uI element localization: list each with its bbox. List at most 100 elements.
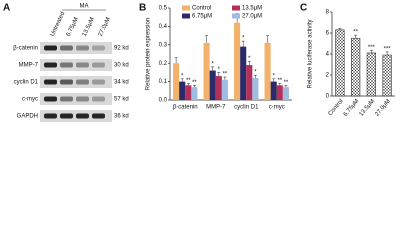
y-tick-label: 4 (326, 52, 330, 58)
bar (234, 22, 241, 100)
bar (276, 85, 283, 100)
row-label: MMP-7 (19, 63, 39, 69)
lane-label: Untreated (50, 11, 67, 37)
blot-strip (40, 59, 112, 71)
significance: * (218, 67, 221, 73)
y-tick-label: 2 (326, 73, 330, 79)
bar (264, 42, 271, 100)
significance: ** (223, 72, 228, 78)
blot-band (44, 113, 57, 119)
x-tick-label: 27.0μM (374, 98, 392, 117)
bar (270, 81, 277, 100)
y-tick-label: 0.1 (159, 79, 168, 85)
significance: ** (192, 80, 197, 86)
bar (366, 52, 377, 97)
blot-band (44, 45, 57, 51)
x-tick-label: 13.5μM (359, 98, 377, 117)
bar (185, 85, 192, 100)
blot-band (76, 96, 89, 102)
blot-band (76, 79, 89, 85)
bar (246, 65, 253, 100)
lane-label: 13.5μM (82, 17, 96, 38)
bar (209, 70, 216, 100)
panel-label: C (300, 3, 307, 14)
y-tick-label: 0 (326, 94, 330, 100)
treatment-label: MA (80, 4, 89, 10)
bar (191, 87, 198, 100)
row-label: c-myc (22, 97, 38, 103)
y-axis-title: Relative protein expression (146, 18, 152, 90)
legend-swatch (182, 13, 190, 19)
x-tick-label: 6.75μM (343, 98, 361, 117)
y-tick-label: 0.2 (159, 61, 168, 67)
significance: * (212, 61, 215, 67)
significance: ** (186, 78, 191, 84)
blot-band (92, 79, 105, 85)
blot-band (92, 62, 105, 68)
size-label: 30 kd (114, 63, 129, 69)
panel-label: B (139, 3, 146, 14)
significance: *** (384, 46, 392, 52)
figure: A MA Untreated 6.75μM 13.5μM 27.0μMβ-cateni… (3, 3, 395, 122)
size-label: 36 kd (114, 114, 129, 120)
blot-band (92, 45, 105, 51)
bar (215, 76, 222, 100)
blot-strip (40, 93, 112, 105)
blot-band (44, 96, 57, 102)
blot-band (92, 96, 105, 102)
panel-label: A (3, 3, 10, 14)
blot-strip (40, 76, 112, 88)
blot-band (44, 79, 57, 85)
legend-swatch (232, 5, 240, 11)
significance: ** (277, 78, 282, 84)
y-tick-label: 0.4 (159, 24, 168, 30)
y-tick-label: 0.3 (159, 42, 168, 48)
blot-band (44, 62, 57, 68)
x-tick-label: cyclin D1 (234, 105, 259, 111)
legend-label: 6.75μM (192, 14, 212, 20)
bar (282, 87, 289, 100)
size-label: 57 kd (114, 97, 129, 103)
bar (203, 42, 210, 100)
significance: *** (368, 45, 376, 51)
y-tick-label: 0.5 (159, 6, 168, 12)
significance: ** (353, 30, 358, 36)
blot-band (60, 96, 73, 102)
legend-swatch (232, 13, 240, 19)
legend-swatch (182, 5, 190, 11)
y-axis-title: Relative luciferase activity (308, 19, 314, 88)
x-tick-label: c-myc (269, 105, 285, 111)
row-label: β-catenin (13, 46, 38, 52)
lane-label: 27.0μM (98, 17, 112, 38)
y-tick-label: 0.0 (159, 98, 168, 104)
significance: * (254, 70, 257, 76)
bar (252, 77, 259, 100)
blot-band (76, 45, 89, 51)
blot-band (60, 45, 73, 51)
bar (221, 79, 228, 100)
x-tick-label: MMP-7 (206, 105, 226, 111)
y-tick-label: 8 (326, 10, 330, 16)
blot-band (92, 113, 105, 119)
legend-label: 13.5μM (242, 6, 262, 12)
significance: * (273, 73, 276, 79)
blot-strip (40, 42, 112, 54)
row-label: cyclin D1 (14, 80, 39, 86)
significance: * (248, 56, 251, 62)
bar (382, 54, 392, 97)
size-label: 34 kd (114, 80, 129, 86)
blot-band (60, 79, 73, 85)
legend-label: Control (192, 6, 211, 12)
blot-band (60, 62, 73, 68)
bar (179, 81, 186, 100)
size-label: 92 kd (114, 46, 129, 52)
y-tick-label: 6 (326, 31, 330, 37)
bar (350, 37, 361, 97)
blot-band (76, 62, 89, 68)
significance: ** (284, 80, 289, 86)
row-label: GAPDH (17, 114, 38, 120)
blot-band (76, 113, 89, 119)
bar (335, 29, 345, 97)
significance: * (181, 73, 184, 79)
x-tick-label: β-catenin (173, 105, 198, 111)
